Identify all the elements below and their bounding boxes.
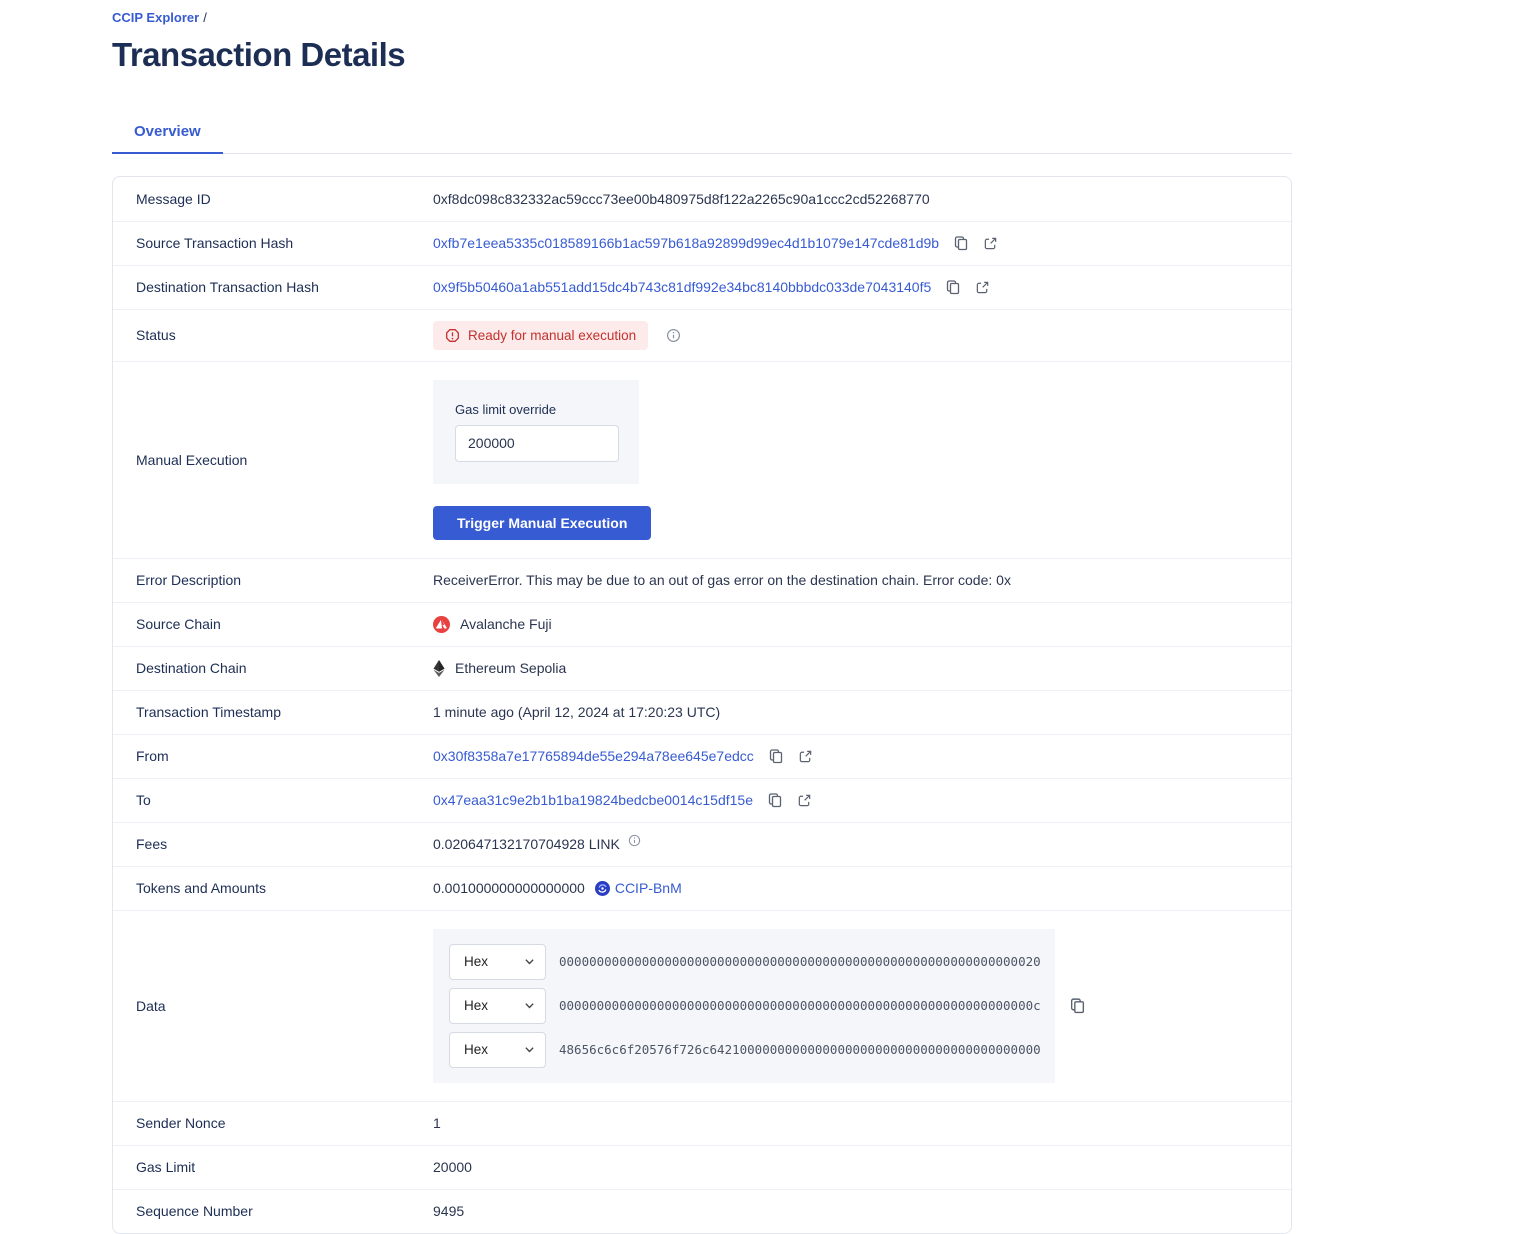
sender-nonce-label: Sender Nonce	[136, 1115, 226, 1132]
status-badge: Ready for manual execution	[433, 320, 649, 350]
copy-icon[interactable]	[1069, 997, 1086, 1014]
source-chain-value: Avalanche Fuji	[460, 616, 552, 633]
row-tokens-and-amounts: Tokens and Amounts 0.001000000000000000 …	[113, 865, 1291, 910]
info-icon[interactable]	[628, 834, 641, 847]
row-data: Data Hex 0000000000000000000000000000000…	[113, 909, 1291, 1101]
transaction-details-card: Message ID 0xf8dc098c832332ac59ccc73ee00…	[112, 175, 1292, 1234]
row-sequence-number: Sequence Number 9495	[113, 1188, 1291, 1233]
transaction-details-page: CCIP Explorer / Transaction Details Overv…	[112, 0, 1292, 1234]
dest-tx-hash-link[interactable]: 0x9f5b50460a1ab551add15dc4b743c81df992e3…	[433, 279, 932, 296]
breadcrumb-separator: /	[203, 10, 207, 25]
row-to: To 0x47eaa31c9e2b1b1ba19824bedcbe0014c15…	[113, 777, 1291, 822]
gas-limit-label: Gas Limit	[136, 1159, 196, 1176]
error-description-value: ReceiverError. This may be due to an out…	[433, 572, 1011, 589]
from-address-link[interactable]: 0x30f8358a7e17765894de55e294a78ee645e7ed…	[433, 748, 754, 765]
manual-execution-label: Manual Execution	[136, 451, 248, 468]
row-from: From 0x30f8358a7e17765894de55e294a78ee64…	[113, 733, 1291, 778]
external-link-icon[interactable]	[975, 280, 990, 295]
data-encoding-select[interactable]: Hex	[449, 987, 546, 1024]
status-label: Status	[136, 327, 176, 344]
copy-icon[interactable]	[768, 748, 784, 764]
status-badge-text: Ready for manual execution	[468, 327, 637, 343]
external-link-icon[interactable]	[983, 236, 998, 251]
data-encoding-selected: Hex	[464, 998, 489, 1014]
row-manual-execution: Manual Execution Gas limit override Trig…	[113, 360, 1291, 558]
transaction-timestamp-label: Transaction Timestamp	[136, 704, 281, 721]
chevron-down-icon	[524, 1000, 535, 1011]
data-encoding-selected: Hex	[464, 954, 489, 970]
avalanche-logo-icon	[433, 615, 450, 633]
to-address-link[interactable]: 0x47eaa31c9e2b1b1ba19824bedcbe0014c15df1…	[433, 792, 753, 809]
source-tx-hash-label: Source Transaction Hash	[136, 235, 294, 252]
external-link-icon[interactable]	[797, 793, 812, 808]
tab-bar: Overview	[112, 113, 1292, 154]
sender-nonce-value: 1	[433, 1115, 441, 1132]
row-gas-limit: Gas Limit 20000	[113, 1144, 1291, 1189]
token-name: CCIP-BnM	[614, 880, 682, 897]
data-line: Hex 48656c6c6f20576f726c6421000000000000…	[449, 1031, 1041, 1068]
row-source-tx-hash: Source Transaction Hash 0xfb7e1eea5335c0…	[113, 220, 1291, 265]
data-hex-value: 0000000000000000000000000000000000000000…	[559, 954, 1041, 970]
external-link-icon[interactable]	[798, 749, 813, 764]
row-message-id: Message ID 0xf8dc098c832332ac59ccc73ee00…	[113, 177, 1291, 221]
destination-chain-label: Destination Chain	[136, 660, 247, 677]
error-description-label: Error Description	[136, 572, 242, 589]
gas-limit-value: 20000	[433, 1159, 472, 1176]
gas-limit-override-label: Gas limit override	[455, 401, 557, 417]
data-line: Hex 000000000000000000000000000000000000…	[449, 987, 1041, 1024]
breadcrumb: CCIP Explorer /	[112, 10, 1292, 25]
row-status: Status Ready for manual execution	[113, 308, 1291, 361]
page-title: Transaction Details	[112, 36, 406, 73]
fees-value: 0.020647132170704928 LINK	[433, 836, 620, 853]
row-dest-tx-hash: Destination Transaction Hash 0x9f5b50460…	[113, 264, 1291, 309]
from-label: From	[136, 748, 169, 765]
data-line: Hex 000000000000000000000000000000000000…	[449, 943, 1041, 980]
row-fees: Fees 0.020647132170704928 LINK	[113, 821, 1291, 866]
copy-icon[interactable]	[953, 235, 969, 251]
gas-limit-override-input[interactable]	[455, 424, 619, 462]
chevron-down-icon	[524, 1044, 535, 1055]
row-source-chain: Source Chain Avalanche Fuji	[113, 601, 1291, 646]
data-label: Data	[136, 997, 166, 1014]
data-encoding-selected: Hex	[464, 1042, 489, 1058]
breadcrumb-ccip-explorer-link[interactable]: CCIP Explorer	[112, 10, 200, 25]
source-tx-hash-link[interactable]: 0xfb7e1eea5335c018589166b1ac597b618a9289…	[433, 235, 940, 252]
data-hex-value: 0000000000000000000000000000000000000000…	[559, 998, 1041, 1014]
data-encoding-select[interactable]: Hex	[449, 943, 546, 980]
data-panel: Hex 000000000000000000000000000000000000…	[433, 928, 1055, 1083]
ccip-bnm-token-icon	[594, 880, 610, 896]
transaction-timestamp-value: 1 minute ago (April 12, 2024 at 17:20:23…	[433, 704, 721, 721]
token-amount: 0.001000000000000000	[433, 880, 585, 897]
source-chain-label: Source Chain	[136, 616, 221, 633]
destination-chain-value: Ethereum Sepolia	[455, 660, 567, 677]
trigger-manual-execution-button[interactable]: Trigger Manual Execution	[433, 505, 652, 540]
to-label: To	[136, 792, 151, 809]
row-error-description: Error Description ReceiverError. This ma…	[113, 557, 1291, 602]
message-id-label: Message ID	[136, 190, 211, 207]
sequence-number-label: Sequence Number	[136, 1203, 253, 1220]
message-id-value: 0xf8dc098c832332ac59ccc73ee00b480975d8f1…	[433, 190, 930, 207]
token-link[interactable]: CCIP-BnM	[594, 880, 682, 897]
fees-label: Fees	[136, 836, 168, 853]
tab-overview[interactable]: Overview	[112, 113, 223, 154]
copy-icon[interactable]	[945, 279, 961, 295]
row-destination-chain: Destination Chain Ethereum Sepolia	[113, 645, 1291, 690]
warning-octagon-icon	[445, 328, 460, 343]
data-encoding-select[interactable]: Hex	[449, 1031, 546, 1068]
chevron-down-icon	[524, 956, 535, 967]
data-hex-value: 48656c6c6f20576f726c64210000000000000000…	[559, 1042, 1041, 1058]
copy-icon[interactable]	[767, 792, 783, 808]
ethereum-logo-icon	[433, 659, 445, 677]
row-transaction-timestamp: Transaction Timestamp 1 minute ago (Apri…	[113, 689, 1291, 734]
tokens-and-amounts-label: Tokens and Amounts	[136, 880, 266, 897]
dest-tx-hash-label: Destination Transaction Hash	[136, 279, 319, 296]
row-sender-nonce: Sender Nonce 1	[113, 1100, 1291, 1145]
info-icon[interactable]	[666, 328, 681, 343]
sequence-number-value: 9495	[433, 1203, 465, 1220]
gas-limit-override-panel: Gas limit override	[433, 379, 639, 484]
